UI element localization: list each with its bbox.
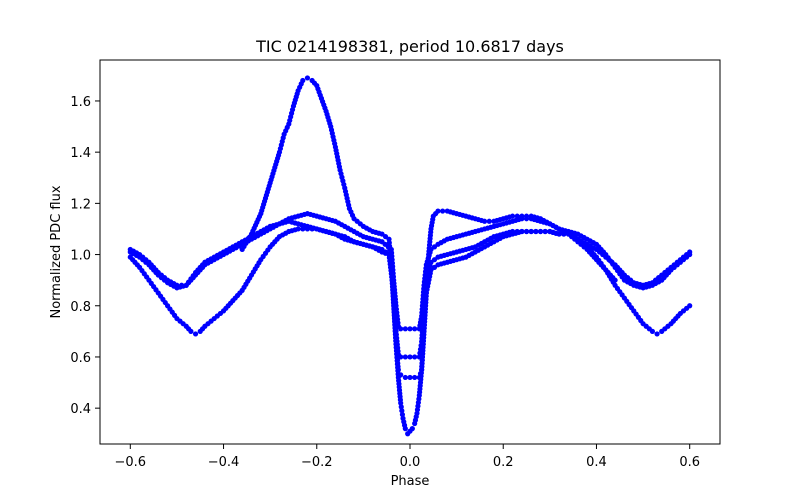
data-point	[537, 228, 544, 235]
x-tick-label: 0.0	[400, 455, 421, 470]
data-point	[523, 228, 530, 235]
data-point	[402, 374, 408, 381]
data-point	[407, 354, 413, 360]
data-point	[556, 231, 562, 237]
data-point	[481, 218, 488, 224]
x-axis-label: Phase	[391, 474, 430, 489]
x-tick-label: −0.4	[208, 455, 240, 470]
data-point	[309, 226, 315, 232]
data-point	[409, 426, 415, 432]
data-point	[654, 331, 660, 337]
data-point	[402, 326, 408, 332]
data-point	[412, 374, 418, 381]
data-point	[300, 77, 306, 84]
data-point	[519, 228, 525, 235]
data-point	[519, 213, 525, 219]
data-point	[188, 328, 194, 334]
data-point	[612, 277, 618, 283]
data-point	[528, 228, 534, 235]
x-tick-label: −0.2	[301, 455, 333, 470]
data-point	[407, 374, 413, 381]
chart-title: TIC 0214198381, period 10.6817 days	[255, 37, 564, 56]
y-axis-label: Normalized PDC flux	[49, 185, 64, 318]
data-point	[398, 400, 404, 406]
data-points	[127, 75, 693, 437]
data-point	[523, 213, 530, 219]
x-tick-label: 0.4	[586, 455, 607, 470]
data-point	[412, 354, 418, 360]
data-point	[300, 226, 306, 232]
data-point	[514, 213, 520, 219]
data-point	[399, 408, 405, 414]
data-point	[412, 326, 418, 332]
data-point	[649, 328, 656, 334]
data-point	[398, 326, 404, 332]
x-tick-label: 0.6	[679, 455, 700, 470]
data-point	[533, 228, 539, 235]
data-point	[402, 426, 408, 432]
data-point	[304, 226, 311, 232]
data-point	[486, 218, 492, 224]
y-tick-label: 0.6	[70, 351, 91, 366]
y-tick-label: 1.2	[70, 197, 91, 212]
data-point	[440, 208, 446, 214]
y-tick-label: 1.4	[70, 146, 91, 161]
data-point	[407, 326, 413, 332]
y-tick-label: 1.0	[70, 249, 91, 264]
y-tick-label: 0.4	[70, 402, 91, 417]
y-axis-ticks: 0.4 0.6 0.8 1.0 1.2 1.4 1.6	[70, 95, 100, 417]
data-point	[687, 303, 693, 309]
data-point	[295, 226, 301, 232]
data-point	[398, 404, 404, 410]
data-point	[509, 213, 516, 219]
data-point	[192, 331, 199, 337]
y-tick-label: 0.8	[70, 300, 91, 315]
data-point	[435, 208, 441, 214]
y-tick-label: 1.6	[70, 95, 91, 110]
x-tick-label: 0.2	[493, 455, 514, 470]
data-point	[304, 75, 311, 81]
data-point	[399, 411, 406, 418]
data-point	[687, 249, 693, 255]
x-tick-label: −0.6	[115, 455, 147, 470]
data-point	[542, 228, 548, 235]
x-axis-ticks: −0.6 −0.4 −0.2 0.0 0.2 0.4 0.6	[115, 444, 700, 470]
data-point	[402, 354, 408, 360]
